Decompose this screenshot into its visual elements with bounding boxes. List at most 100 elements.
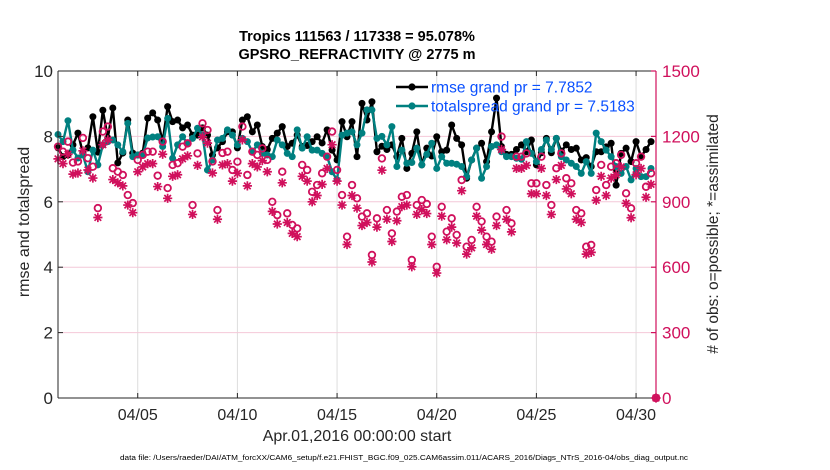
possible-obs-point [616,150,626,160]
left-y-tick-label: 0 [44,389,53,408]
rmse-point [478,139,486,147]
possible-obs-point [547,200,556,210]
left-y-tick-label: 6 [44,193,53,212]
totalspread-point [587,169,595,177]
assimilated-obs-point [476,225,487,235]
possible-obs-point [133,155,142,165]
assimilated-obs-point [586,247,596,257]
assimilated-obs-point [457,186,467,196]
possible-obs-point [253,150,262,160]
right-y-tick-label: 300 [662,324,690,343]
possible-obs-point [293,224,302,233]
assimilated-obs-point [516,163,527,174]
assimilated-obs-point [103,135,113,145]
possible-obs-point [63,137,73,146]
rmse-point [99,106,107,114]
rmse-point [353,153,361,161]
totalspread-point [154,133,162,141]
assimilated-obs-point [352,203,362,213]
assimilated-obs-point [267,206,277,216]
totalspread-point [368,106,376,114]
assimilated-obs-point [118,181,128,191]
legend-item-totalspread: totalspread grand pr = 7.5183 [396,99,635,116]
possible-obs-series [53,119,661,403]
left-y-axis-label: rmse and totalspread [16,147,33,297]
possible-obs-point [213,205,222,215]
possible-obs-point [297,160,307,170]
assimilated-obs-point [337,200,347,210]
legend-rmse-marker [408,83,416,91]
possible-obs-point [143,147,152,156]
right-y-tick-label: 900 [662,193,690,212]
rmse-point [572,144,580,152]
possible-obs-point [203,125,212,135]
assimilated-obs-point [237,135,247,145]
possible-obs-point [347,180,357,190]
assimilated-obs-point [551,174,561,185]
possible-obs-point [103,122,113,131]
assimilated-obs-point [636,163,646,174]
possible-obs-point [317,169,327,178]
totalspread-point [408,159,416,167]
totalspread-point [273,136,281,144]
assimilated-obs-point [128,208,138,218]
totalspread-point [204,166,211,174]
rmse-point [313,133,321,141]
totalspread-point [223,126,231,134]
rmse-point [154,116,162,124]
possible-obs-point [502,205,511,215]
assimilated-obs-point [422,208,432,219]
totalspread-point [149,133,157,141]
rmse-point [458,141,466,149]
totalspread-point [458,162,466,170]
possible-obs-point [307,187,317,196]
totalspread-point [388,123,396,131]
assimilated-obs-point [63,149,73,159]
assimilated-obs-point [496,144,507,155]
totalspread-point [438,153,446,161]
x-tick-label: 04/10 [217,407,257,424]
legend-item-rmse: rmse grand pr = 7.7852 [396,80,593,97]
possible-obs-point [577,209,586,218]
totalspread-point [278,141,286,149]
totalspread-point [169,154,177,162]
possible-obs-point [78,133,88,143]
totalspread-point [577,169,585,177]
assimilated-obs-point [93,212,103,223]
rmse-point [398,134,406,142]
totalspread-point [398,146,406,154]
x-axis-label: Apr.01,2016 00:00:00 start [263,428,452,445]
assimilated-obs-point [168,171,178,181]
assimilated-obs-point [242,181,252,191]
rmse-point [632,138,640,146]
possible-obs-point [417,195,426,205]
assimilated-obs-point [277,178,287,188]
possible-obs-point [238,122,247,131]
x-tick-label: 04/05 [118,407,158,424]
possible-obs-point [68,158,78,167]
assimilated-obs-point [606,173,616,183]
assimilated-obs-point [78,146,88,156]
rmse-point [488,128,496,136]
possible-obs-point [158,137,167,146]
assimilated-obs-point [626,213,636,223]
assimilated-obs-point [427,239,437,250]
rmse-point [403,164,411,172]
assimilated-obs-point [332,176,342,186]
assimilated-obs-point [197,132,208,142]
possible-obs-point [631,159,641,168]
assimilated-obs-point [611,170,621,180]
totalspread-point [532,158,540,166]
possible-obs-point [168,160,177,170]
totalspread-point [164,114,172,122]
right-y-tick-label: 1200 [662,127,700,146]
rmse-point [622,144,630,152]
assimilated-obs-point [467,243,477,253]
totalspread-point [478,174,486,182]
assimilated-obs-point [531,189,541,199]
assimilated-obs-point [58,159,68,169]
possible-obs-point [402,190,412,200]
left-y-tick-label: 2 [44,324,53,343]
rmse-point [243,113,251,121]
